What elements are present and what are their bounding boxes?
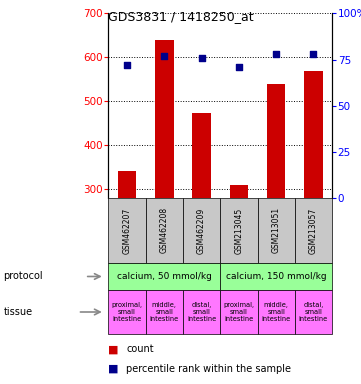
Text: tissue: tissue [4, 307, 33, 317]
Text: distal,
small
intestine: distal, small intestine [187, 302, 216, 322]
Text: GSM213057: GSM213057 [309, 207, 318, 253]
Bar [230, 185, 248, 198]
Text: percentile rank within the sample: percentile rank within the sample [126, 364, 291, 374]
Text: middle,
small
intestine: middle, small intestine [261, 302, 291, 322]
Text: middle,
small
intestine: middle, small intestine [149, 302, 179, 322]
Text: GDS3831 / 1418250_at: GDS3831 / 1418250_at [108, 10, 253, 23]
Text: count: count [126, 344, 154, 354]
Text: proximal,
small
intestine: proximal, small intestine [223, 302, 255, 322]
Text: calcium, 50 mmol/kg: calcium, 50 mmol/kg [117, 272, 212, 281]
Bar [192, 114, 211, 198]
Point [236, 64, 242, 70]
Text: GSM462209: GSM462209 [197, 207, 206, 253]
Text: distal,
small
intestine: distal, small intestine [299, 302, 328, 322]
Bar [267, 84, 286, 198]
Point [161, 53, 167, 59]
Text: ■: ■ [108, 364, 119, 374]
Bar [304, 71, 323, 198]
Text: ■: ■ [108, 344, 119, 354]
Text: GSM213051: GSM213051 [272, 207, 280, 253]
Bar [155, 40, 174, 198]
Text: GSM213045: GSM213045 [234, 207, 243, 253]
Text: protocol: protocol [4, 271, 43, 281]
Point [310, 51, 316, 57]
Point [124, 62, 130, 68]
Point [273, 51, 279, 57]
Text: proximal,
small
intestine: proximal, small intestine [112, 302, 143, 322]
Point [199, 55, 204, 61]
Text: GSM462208: GSM462208 [160, 207, 169, 253]
Text: GSM462207: GSM462207 [122, 207, 131, 253]
Bar [118, 171, 136, 198]
Text: calcium, 150 mmol/kg: calcium, 150 mmol/kg [226, 272, 326, 281]
